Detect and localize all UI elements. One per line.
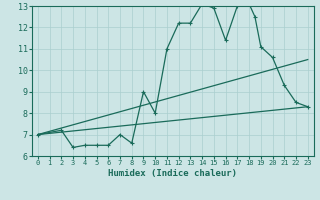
X-axis label: Humidex (Indice chaleur): Humidex (Indice chaleur): [108, 169, 237, 178]
